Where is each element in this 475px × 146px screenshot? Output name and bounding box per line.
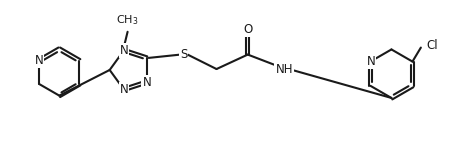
Text: Cl: Cl bbox=[427, 39, 438, 52]
Text: N: N bbox=[120, 44, 128, 57]
Text: CH$_3$: CH$_3$ bbox=[116, 13, 139, 27]
Text: S: S bbox=[180, 48, 188, 61]
Text: O: O bbox=[243, 23, 252, 36]
Text: N: N bbox=[35, 54, 44, 67]
Text: NH: NH bbox=[276, 62, 293, 75]
Text: N: N bbox=[142, 75, 151, 88]
Text: N: N bbox=[120, 83, 128, 96]
Text: N: N bbox=[367, 55, 375, 68]
